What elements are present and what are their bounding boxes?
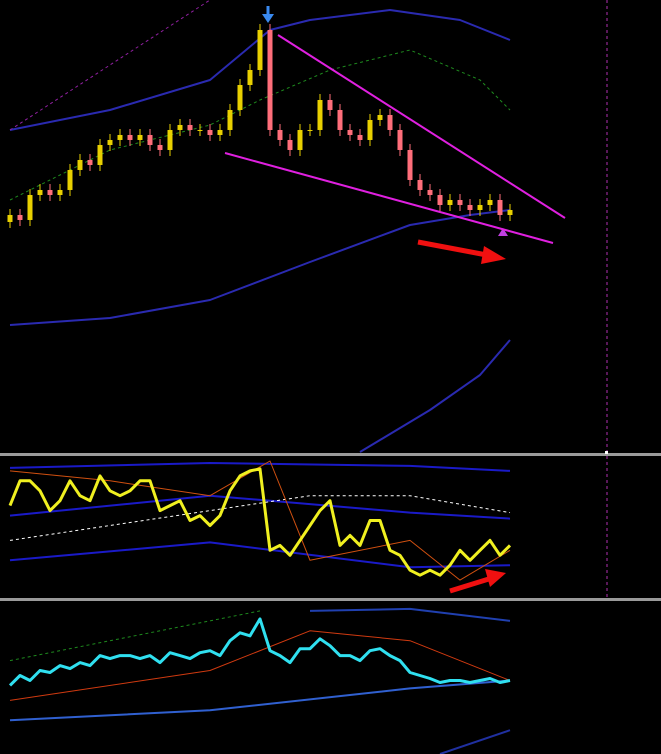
- candle-body: [207, 130, 213, 135]
- peak-arrow: [262, 6, 274, 23]
- series-line: [439, 729, 511, 754]
- candle-body: [317, 100, 323, 130]
- series-line: [9, 49, 511, 201]
- series-line: [9, 460, 511, 581]
- series-line: [9, 0, 211, 131]
- red-arrow: [417, 239, 506, 264]
- candle-body: [97, 145, 103, 165]
- series-line: [9, 541, 511, 569]
- candle-body: [7, 215, 13, 222]
- candle-body: [337, 110, 343, 130]
- series-line: [224, 152, 554, 244]
- candle-body: [397, 130, 403, 150]
- candle-body: [147, 135, 153, 145]
- candle-body: [297, 130, 303, 150]
- candle-body: [267, 30, 273, 130]
- series-line: [277, 34, 566, 219]
- candle-body: [447, 200, 453, 205]
- candle-body: [327, 100, 333, 110]
- candle-body: [417, 180, 423, 190]
- candle-body: [67, 170, 73, 190]
- candle-body: [217, 130, 223, 135]
- candle-body: [57, 190, 63, 195]
- series-line: [309, 607, 511, 622]
- marker-dot: [605, 451, 608, 454]
- candle-body: [197, 130, 203, 131]
- candle-body: [247, 70, 253, 85]
- candle-body: [347, 130, 353, 135]
- red-arrow: [449, 569, 506, 594]
- candle-body: [47, 190, 53, 195]
- candle-body: [457, 200, 463, 205]
- series-line: [9, 462, 511, 472]
- candle-body: [377, 115, 383, 120]
- candle-body: [227, 110, 233, 130]
- series-line: [359, 339, 511, 453]
- candle-body: [437, 195, 443, 205]
- candle-body: [507, 210, 513, 215]
- candle-body: [387, 115, 393, 130]
- panel-divider: [0, 598, 661, 601]
- series-line: [8, 617, 511, 687]
- series-line: [9, 610, 261, 662]
- series-line: [9, 494, 511, 520]
- candle-body: [367, 120, 373, 140]
- candle-body: [237, 85, 243, 110]
- series-line: [9, 630, 511, 701]
- candle-body: [307, 130, 313, 131]
- candle-body: [407, 150, 413, 180]
- series-line: [9, 9, 511, 131]
- candle-body: [117, 135, 123, 140]
- candle-body: [37, 190, 43, 195]
- candle-body: [467, 205, 473, 210]
- candle-body: [87, 160, 93, 165]
- candle-body: [77, 160, 83, 170]
- candle-body: [137, 135, 143, 140]
- candle-body: [427, 190, 433, 195]
- low-marker: [498, 228, 508, 236]
- candle-body: [497, 200, 503, 215]
- series-line: [8, 467, 512, 577]
- candle-body: [287, 140, 293, 150]
- candle-body: [27, 195, 33, 220]
- candle-body: [487, 200, 493, 205]
- candle-body: [257, 30, 263, 70]
- panel-divider: [0, 453, 661, 456]
- candle-body: [167, 130, 173, 150]
- candle-body: [357, 135, 363, 140]
- candle-body: [187, 125, 193, 130]
- candle-body: [477, 205, 483, 210]
- candle-body: [107, 140, 113, 145]
- candle-body: [157, 145, 163, 150]
- candle-body: [127, 135, 133, 140]
- candle-body: [277, 130, 283, 140]
- series-line: [9, 679, 511, 722]
- candle-body: [177, 125, 183, 130]
- candle-body: [17, 215, 23, 220]
- series-line: [9, 495, 511, 541]
